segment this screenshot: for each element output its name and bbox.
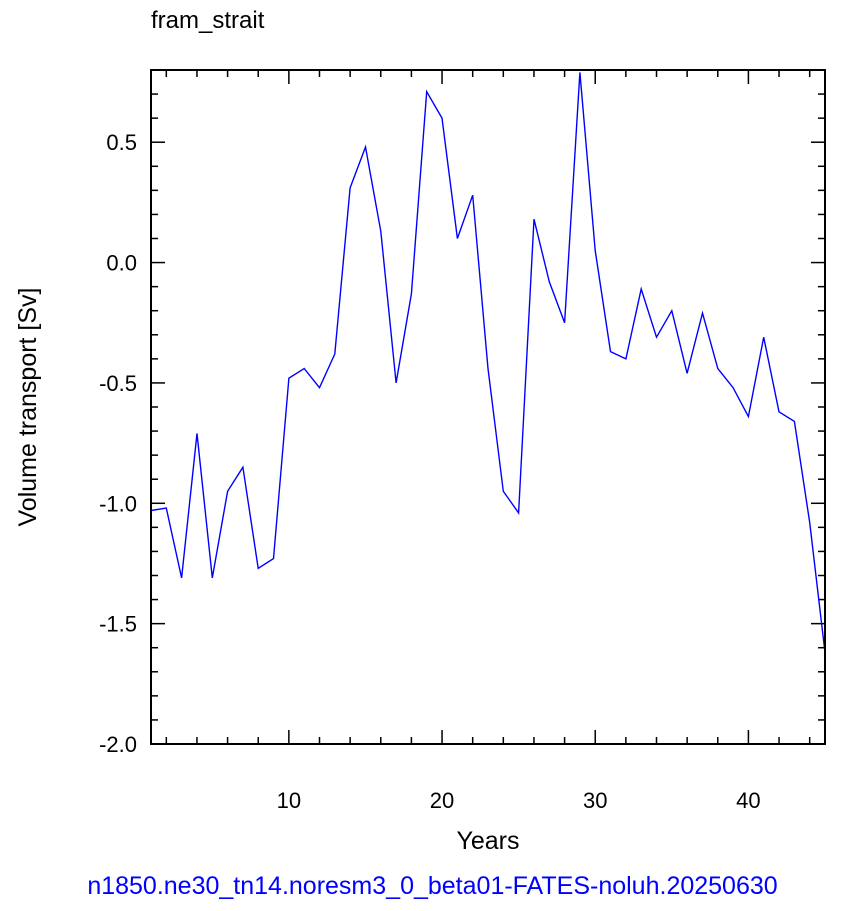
x-tick-label: 40 <box>736 788 760 813</box>
y-tick-labels: -2.0 -1.5 -1.0 -0.5 0.0 0.5 <box>99 130 137 757</box>
axis-ticks <box>151 69 825 745</box>
x-tick-label: 30 <box>583 788 607 813</box>
series-group <box>150 72 826 653</box>
series-line <box>150 72 826 653</box>
y-axis-title: Volume transport [Sv] <box>14 287 42 526</box>
y-tick-label: 0.0 <box>106 251 137 276</box>
y-tick-label: -0.5 <box>99 371 137 396</box>
x-tick-labels: 10 20 30 40 <box>277 788 761 813</box>
footer-caption: n1850.ne30_tn14.noresm3_0_beta01-FATES-n… <box>87 872 778 900</box>
x-axis-title: Years <box>456 827 519 855</box>
x-tick-label: 20 <box>430 788 454 813</box>
y-tick-label: -2.0 <box>99 732 137 757</box>
y-tick-label: 0.5 <box>106 130 137 155</box>
y-tick-label: -1.0 <box>99 491 137 516</box>
plot-frame <box>150 69 826 745</box>
y-tick-label: -1.5 <box>99 612 137 637</box>
x-tick-label: 10 <box>277 788 301 813</box>
chart-title: fram_strait <box>151 7 265 34</box>
